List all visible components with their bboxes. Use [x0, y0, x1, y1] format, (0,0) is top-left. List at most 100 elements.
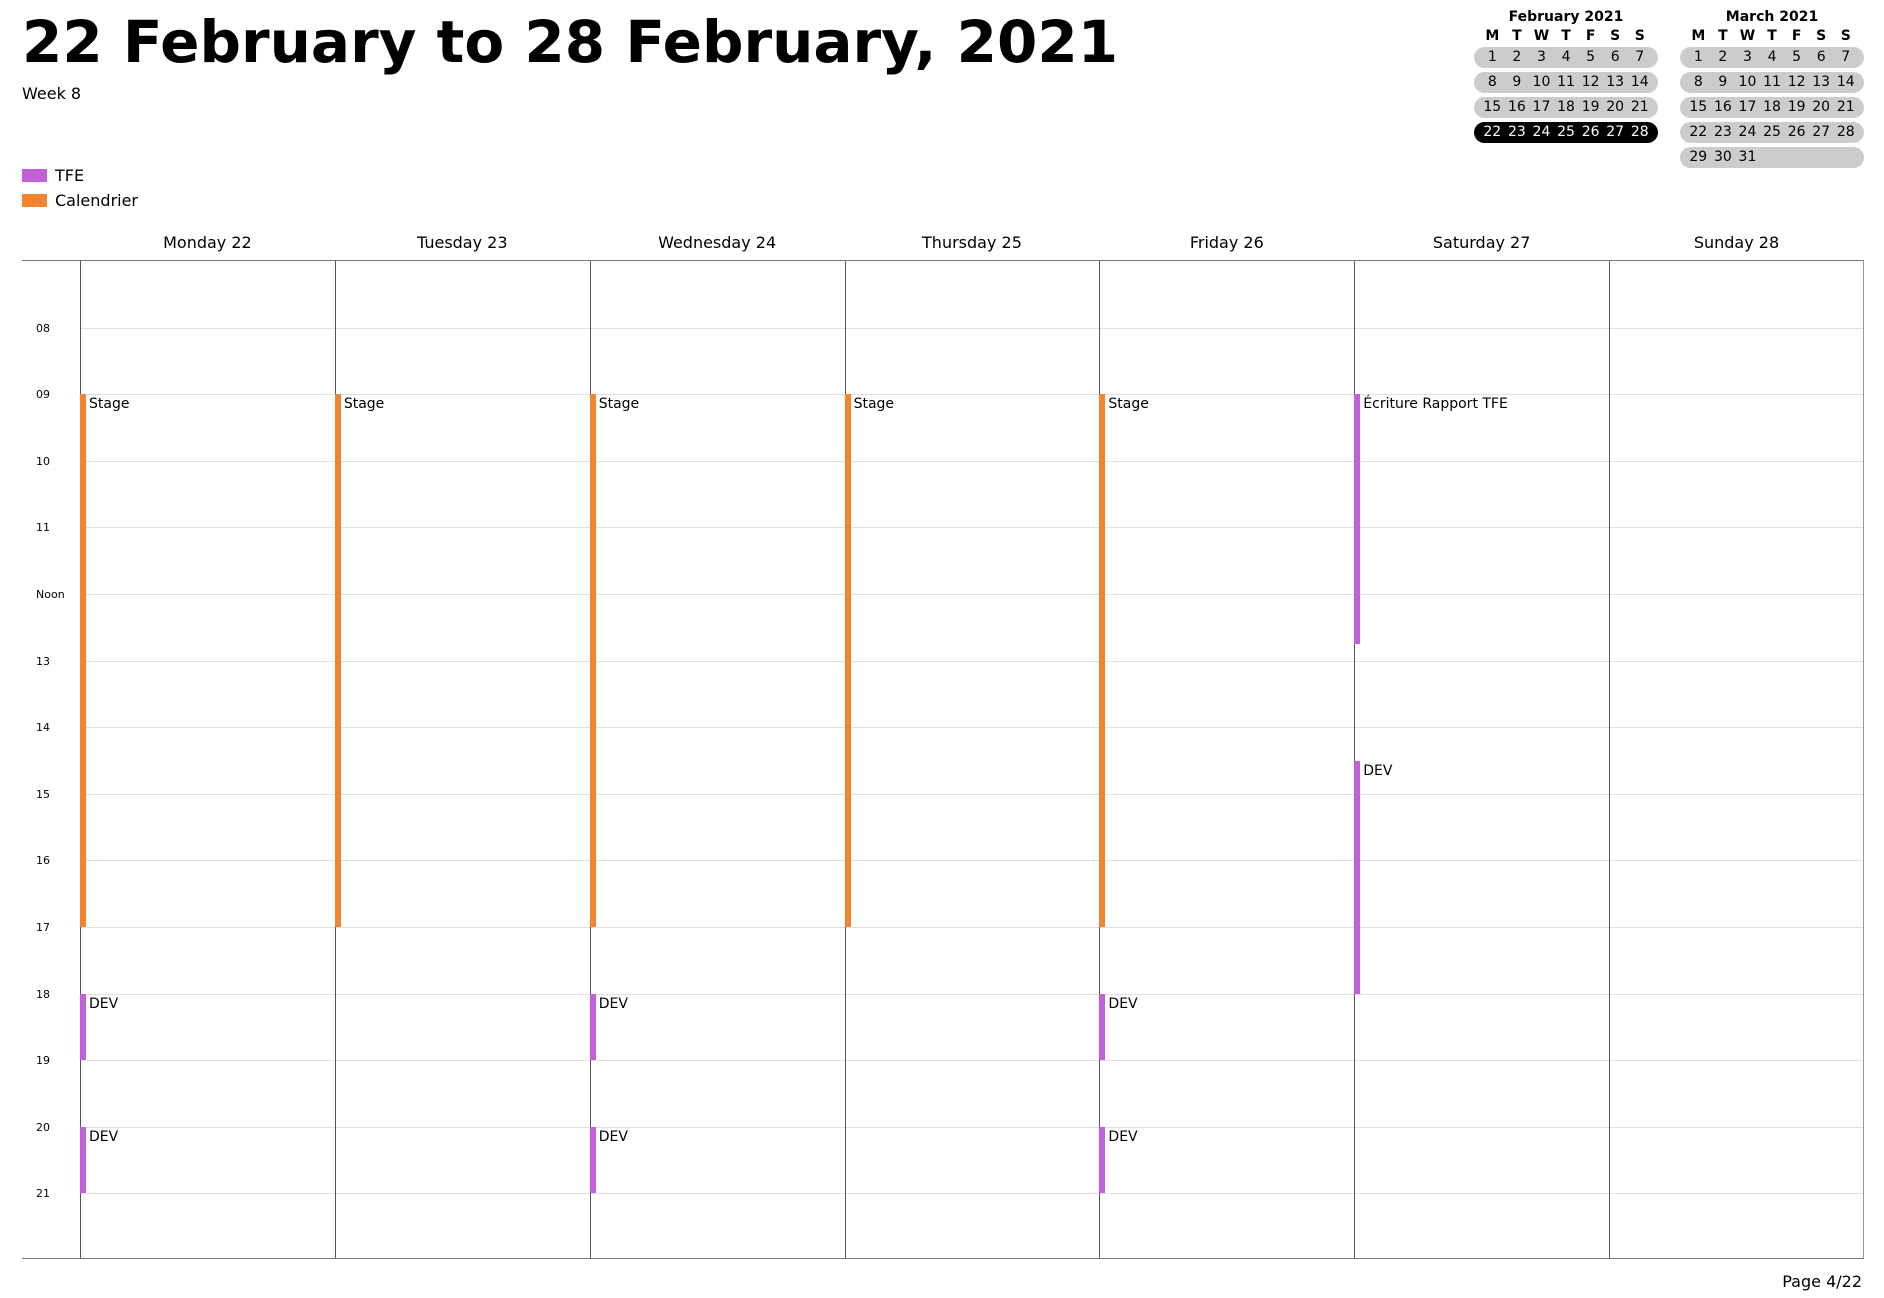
mini-calendar-date: 21 [1836, 99, 1855, 115]
hour-label: 14 [36, 721, 50, 735]
event-color-bar [589, 993, 596, 1061]
weekday-label: S [1634, 28, 1645, 44]
event-title: DEV [1108, 995, 1138, 1012]
weekday-label: T [1512, 28, 1522, 44]
mini-calendar-date: 24 [1738, 124, 1757, 140]
weekday-label: T [1767, 28, 1777, 44]
mini-calendar-date: 30 [1713, 149, 1732, 165]
calendar-event[interactable]: DEV [80, 1126, 333, 1194]
event-title: Stage [343, 396, 385, 413]
mini-calendar-current-week: 22 23 24 25 26 27 28 [1474, 122, 1658, 143]
hour-label: 16 [36, 854, 50, 868]
calendar-event[interactable]: Stage [1099, 394, 1352, 927]
event-color-bar [1354, 760, 1361, 994]
hour-label: 19 [36, 1054, 50, 1068]
weekday-label: S [1610, 28, 1621, 44]
weekday-label: F [1585, 28, 1596, 44]
hour-gridline [80, 660, 1864, 662]
mini-calendar-date: 18 [1557, 99, 1575, 115]
event-color-bar [1099, 993, 1106, 1061]
calendar-event[interactable]: DEV [1354, 760, 1607, 994]
event-title: Stage [89, 396, 130, 413]
mini-calendar-date: 13 [1812, 74, 1831, 90]
calendar-event[interactable]: DEV [1099, 1126, 1352, 1194]
weekday-label: T [1718, 28, 1728, 44]
mini-calendar-date: 28 [1630, 124, 1649, 140]
event-title: DEV [598, 1128, 628, 1145]
mini-calendar-date: 26 [1787, 124, 1806, 140]
weekday-label: S [1816, 28, 1827, 44]
mini-calendar-date: 25 [1557, 124, 1575, 140]
hour-gridline [80, 927, 1864, 928]
day-column-divider [1354, 261, 1356, 1258]
hour-gridline [80, 1193, 1864, 1195]
day-column-divider [1609, 261, 1611, 1258]
event-title: DEV [89, 995, 119, 1012]
mini-calendar-date: 27 [1606, 124, 1625, 140]
hour-label: 18 [36, 987, 50, 1001]
event-color-bar [334, 394, 341, 927]
mini-calendar-date: 2 [1718, 49, 1728, 65]
mini-calendar-date: 17 [1738, 99, 1757, 115]
mini-calendar-date: 26 [1581, 124, 1600, 140]
mini-calendar-date: 6 [1610, 49, 1620, 65]
calendar-event[interactable]: DEV [1099, 993, 1352, 1061]
event-color-bar [844, 394, 851, 927]
mini-calendar-date: 11 [1763, 74, 1781, 90]
mini-calendar-week: 22 23 24 25 26 27 28 [1680, 122, 1864, 143]
calendar-event[interactable]: Stage [80, 394, 333, 927]
hour-gridline [80, 527, 1864, 529]
event-title: DEV [89, 1128, 119, 1145]
mini-calendar-date [1809, 147, 1834, 168]
mini-calendar-date: 20 [1812, 99, 1831, 115]
mini-calendar-week: 29 30 31 [1680, 147, 1864, 168]
day-headers: Monday 22 Tuesday 23 Wednesday 24 Thursday … [80, 230, 1864, 256]
mini-calendar-title: March 2021 [1725, 9, 1819, 25]
event-title: Écriture Rapport TFE [1363, 396, 1508, 413]
calendar-event[interactable]: DEV [80, 993, 333, 1061]
event-title: DEV [1363, 762, 1393, 779]
mini-calendar-date: 22 [1689, 124, 1708, 140]
calendar-event[interactable]: Stage [589, 394, 843, 927]
mini-calendar-date [1833, 147, 1858, 168]
mini-calendar-date: 11 [1557, 74, 1575, 90]
event-color-bar [80, 394, 86, 927]
mini-calendar-date: 1 [1693, 49, 1703, 65]
hour-label: Noon [36, 588, 65, 601]
mini-calendar-date: 9 [1718, 74, 1728, 90]
calendar-event[interactable]: DEV [589, 1126, 843, 1194]
legend-item-tfe: TFE [22, 163, 138, 188]
day-header: Thursday 25 [922, 233, 1022, 252]
calendar-event[interactable]: Stage [844, 394, 1098, 927]
hour-gridline [80, 860, 1864, 862]
mini-calendar-date: 1 [1487, 49, 1497, 65]
mini-calendar-date: 8 [1693, 74, 1703, 90]
mini-calendar-date: 4 [1561, 49, 1571, 65]
page-number: Page 4/22 [1782, 1272, 1862, 1291]
day-header: Tuesday 23 [416, 233, 508, 252]
calendar-event[interactable]: Stage [334, 394, 588, 927]
mini-calendar-date: 15 [1689, 99, 1708, 115]
weekday-label: M [1691, 28, 1706, 44]
hour-label: 10 [36, 454, 50, 468]
calendar-event[interactable]: DEV [589, 993, 843, 1061]
mini-calendar-date: 3 [1536, 49, 1546, 65]
event-color-bar [1354, 394, 1361, 644]
mini-calendar-week: 15 16 17 18 19 20 21 [1474, 97, 1658, 118]
hour-gridline [80, 1126, 1864, 1128]
hour-gridline [80, 594, 1864, 595]
mini-calendar-date: 23 [1507, 124, 1526, 140]
event-title: Stage [598, 396, 640, 413]
calendar-legend: TFE Calendrier [22, 163, 138, 213]
calendar-event[interactable]: Écriture Rapport TFE [1354, 394, 1607, 644]
mini-calendar-date: 7 [1635, 49, 1645, 65]
weekday-label: W [1533, 28, 1550, 44]
event-color-bar [80, 1126, 86, 1194]
hour-label: 21 [36, 1187, 50, 1201]
weekday-label: M [1485, 28, 1500, 44]
legend-item-calendrier: Calendrier [22, 188, 138, 213]
mini-calendar-date: 5 [1586, 49, 1596, 65]
mini-calendar-date: 4 [1767, 49, 1777, 65]
